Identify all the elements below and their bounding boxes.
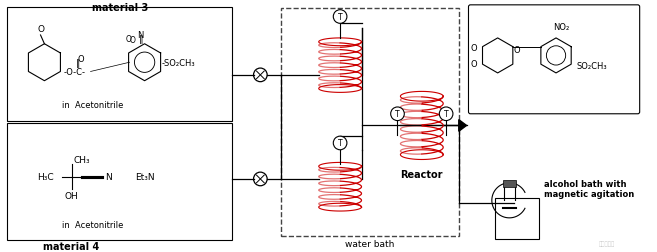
Text: OH: OH bbox=[65, 191, 79, 200]
FancyBboxPatch shape bbox=[7, 8, 232, 121]
Text: in  Acetonitrile: in Acetonitrile bbox=[62, 220, 124, 229]
Text: N: N bbox=[104, 173, 112, 182]
Circle shape bbox=[440, 108, 453, 121]
Text: Reactor: Reactor bbox=[401, 170, 443, 179]
Text: T: T bbox=[338, 139, 342, 148]
Text: alcohol bath with
magnetic agitation: alcohol bath with magnetic agitation bbox=[545, 179, 635, 199]
Text: Et₃N: Et₃N bbox=[135, 173, 154, 182]
Text: O: O bbox=[130, 36, 136, 45]
Text: -O-C-: -O-C- bbox=[63, 68, 85, 77]
Text: ‖: ‖ bbox=[139, 35, 143, 44]
Text: O: O bbox=[126, 35, 132, 44]
Text: O: O bbox=[37, 25, 44, 34]
Circle shape bbox=[333, 11, 347, 24]
Text: T: T bbox=[395, 110, 400, 119]
Text: NO₂: NO₂ bbox=[553, 23, 569, 32]
Text: H₃C: H₃C bbox=[37, 173, 54, 182]
Text: -SO₂CH₃: -SO₂CH₃ bbox=[162, 58, 195, 68]
Text: T: T bbox=[444, 110, 449, 119]
FancyBboxPatch shape bbox=[281, 9, 459, 236]
Text: O: O bbox=[470, 44, 477, 53]
Text: ‖: ‖ bbox=[76, 58, 80, 67]
FancyBboxPatch shape bbox=[503, 180, 516, 187]
Circle shape bbox=[391, 108, 404, 121]
Text: material 4: material 4 bbox=[43, 241, 99, 251]
Text: CH₃: CH₃ bbox=[73, 156, 90, 165]
Text: water bath: water bath bbox=[345, 239, 394, 248]
Text: O: O bbox=[514, 46, 520, 55]
Circle shape bbox=[333, 137, 347, 150]
Text: O: O bbox=[470, 59, 477, 69]
Text: O: O bbox=[78, 54, 84, 64]
Text: SO₂CH₃: SO₂CH₃ bbox=[576, 61, 607, 70]
Polygon shape bbox=[459, 120, 466, 132]
Text: 化工自息网: 化工自息网 bbox=[599, 240, 615, 246]
Text: N: N bbox=[137, 31, 144, 40]
Text: T: T bbox=[338, 13, 342, 22]
FancyBboxPatch shape bbox=[7, 124, 232, 240]
Text: in  Acetonitrile: in Acetonitrile bbox=[62, 100, 124, 109]
FancyBboxPatch shape bbox=[468, 6, 640, 114]
Text: material 3: material 3 bbox=[92, 3, 148, 13]
